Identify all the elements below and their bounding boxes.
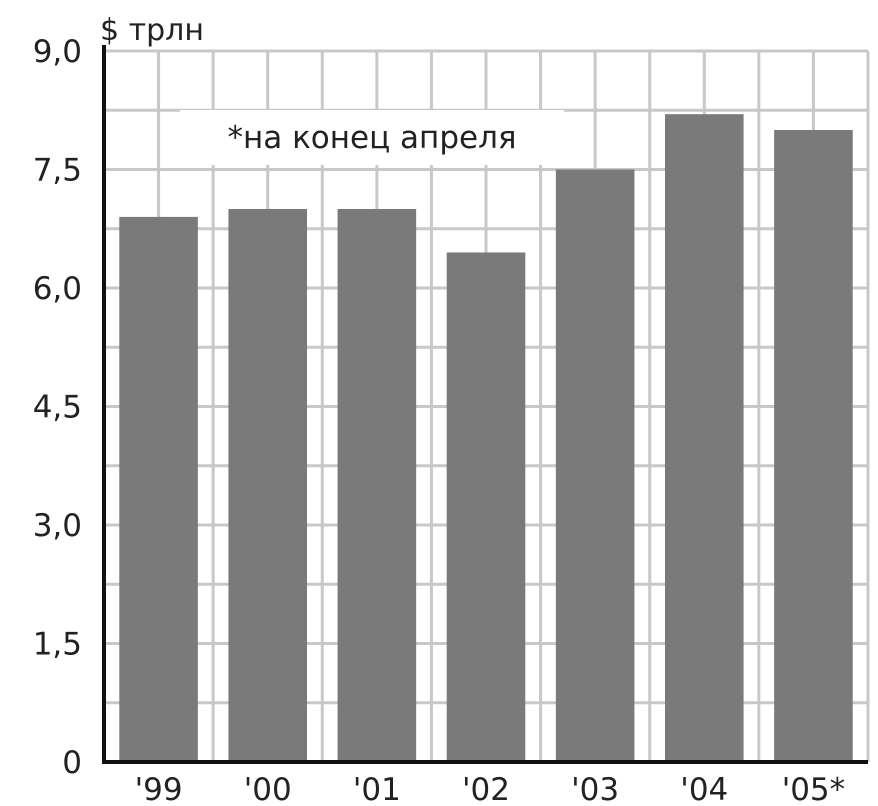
axes-layer	[102, 45, 868, 764]
bar	[446, 252, 526, 762]
x-tick-label: '05*	[782, 772, 845, 806]
bar	[774, 130, 853, 762]
x-tick-labels: '99 '00 '01 '02 '03 '04 '05*	[135, 772, 846, 806]
y-tick-label: 3,0	[33, 508, 82, 544]
annotation-background	[180, 110, 564, 165]
bar	[337, 209, 417, 762]
y-tick-label: 6,0	[33, 271, 82, 307]
y-tick-label: 9,0	[33, 34, 82, 70]
bar	[119, 216, 198, 762]
y-tick-labels: 0 1,5 3,0 4,5 6,0 7,5 9,0	[33, 34, 82, 781]
x-tick-label: '02	[462, 772, 510, 806]
annotation-text: *на конец апреля	[227, 120, 516, 156]
y-tick-label: 1,5	[33, 627, 82, 663]
x-tick-label: '01	[353, 772, 401, 806]
x-tick-label: '04	[680, 772, 728, 806]
bar	[664, 114, 744, 762]
bar	[555, 169, 635, 762]
y-axis-unit-label: $ трлн	[100, 13, 204, 48]
x-tick-label: '03	[571, 772, 619, 806]
x-tick-label: '99	[135, 772, 183, 806]
y-tick-label: 4,5	[33, 390, 82, 426]
bar	[228, 209, 308, 762]
x-tick-label: '00	[244, 772, 292, 806]
y-tick-label: 7,5	[33, 153, 82, 189]
y-tick-label: 0	[62, 745, 82, 781]
annotation-box: *на конец апреля	[180, 110, 564, 165]
bars-layer	[119, 114, 853, 762]
